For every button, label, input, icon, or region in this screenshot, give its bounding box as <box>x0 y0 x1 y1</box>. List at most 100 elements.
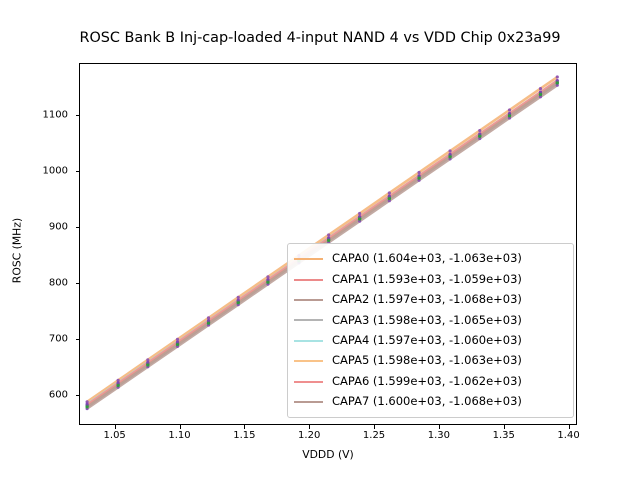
data-point-marker <box>85 400 89 404</box>
data-point-marker <box>236 298 240 303</box>
data-point-marker <box>507 108 512 112</box>
data-point-marker <box>538 95 543 99</box>
data-point-marker <box>387 196 391 201</box>
y-tick-mark <box>75 115 79 117</box>
data-point-marker <box>478 128 482 133</box>
data-point-marker <box>146 363 150 367</box>
data-point-marker <box>387 191 391 195</box>
legend-item-capa4[interactable]: CAPA4 (1.597e+03, -1.060e+03) <box>294 331 565 351</box>
data-point-marker <box>236 301 240 305</box>
data-point-marker <box>417 174 421 178</box>
data-point-marker <box>555 78 559 83</box>
data-point-marker <box>146 358 150 362</box>
data-point-marker <box>555 75 559 79</box>
data-point-marker <box>417 170 421 175</box>
data-point-marker <box>538 87 543 91</box>
data-point-marker <box>85 405 89 409</box>
y-tick-label: 700 <box>48 333 68 345</box>
x-tick-label: 1.35 <box>492 430 515 441</box>
x-tick-mark <box>179 425 181 429</box>
y-tick-mark <box>75 338 79 340</box>
legend-item-capa5[interactable]: CAPA5 (1.598e+03, -1.063e+03) <box>294 351 565 371</box>
y-tick-label: 800 <box>48 277 68 289</box>
legend-item-capa1[interactable]: CAPA1 (1.593e+03, -1.059e+03) <box>294 269 565 289</box>
x-axis-label: VDDD (V) <box>302 448 354 461</box>
legend-item-label: CAPA2 (1.597e+03, -1.068e+03) <box>332 292 522 307</box>
legend-color-swatch <box>294 298 323 301</box>
data-point-marker <box>175 337 180 341</box>
plot-area <box>79 63 577 425</box>
data-point-marker <box>236 295 240 299</box>
legend: CAPA0 (1.604e+03, -1.063e+03) CAPA1 (1.59… <box>287 243 574 418</box>
data-point-marker <box>387 194 391 198</box>
data-point-marker <box>507 116 512 120</box>
legend-item-label: CAPA4 (1.597e+03, -1.060e+03) <box>332 333 522 347</box>
legend-item-label: CAPA1 (1.593e+03, -1.059e+03) <box>332 271 522 286</box>
data-point-marker <box>555 83 559 87</box>
x-tick-label: 1.10 <box>168 430 191 441</box>
x-tick-mark <box>114 425 116 429</box>
legend-color-swatch <box>294 380 323 383</box>
x-tick-label: 1.20 <box>298 430 321 441</box>
legend-item-label: CAPA5 (1.598e+03, -1.063e+03) <box>332 353 522 368</box>
data-point-marker <box>116 383 120 388</box>
x-tick-label: 1.25 <box>362 430 386 441</box>
data-point-marker <box>85 403 89 407</box>
legend-item-label: CAPA3 (1.598e+03, -1.065e+03) <box>332 312 522 327</box>
legend-item-label: CAPA0 (1.604e+03, -1.063e+03) <box>332 251 522 266</box>
data-point-marker <box>206 319 211 323</box>
x-tick-mark <box>244 425 246 429</box>
y-tick-label: 1100 <box>42 109 68 121</box>
data-point-marker <box>555 81 559 85</box>
legend-item-capa7[interactable]: CAPA7 (1.600e+03, -1.068e+03) <box>294 392 565 412</box>
legend-color-swatch <box>294 258 323 261</box>
y-tick-label: 600 <box>48 389 68 401</box>
data-point-marker <box>358 215 362 219</box>
y-tick-label: 900 <box>48 221 68 233</box>
x-tick-mark <box>503 425 505 429</box>
legend-item-capa0[interactable]: CAPA0 (1.604e+03, -1.063e+03) <box>294 249 565 269</box>
data-point-marker <box>327 238 331 242</box>
y-tick-mark <box>75 282 79 284</box>
data-point-marker <box>206 316 211 320</box>
legend-item-capa2[interactable]: CAPA2 (1.597e+03, -1.068e+03) <box>294 290 565 310</box>
data-point-marker <box>448 149 452 153</box>
legend-item-capa6[interactable]: CAPA6 (1.599e+03, -1.062e+03) <box>294 371 565 391</box>
data-point-marker <box>448 155 452 159</box>
legend-item-capa3[interactable]: CAPA3 (1.598e+03, -1.065e+03) <box>294 310 565 330</box>
data-point-marker <box>175 340 180 344</box>
data-point-marker <box>448 152 452 157</box>
data-point-marker <box>507 114 512 118</box>
data-point-marker <box>116 381 120 385</box>
data-point-marker <box>206 321 211 325</box>
data-point-marker <box>478 136 482 141</box>
data-point-marker <box>538 92 543 96</box>
data-point-marker <box>327 233 331 237</box>
legend-item-label: CAPA6 (1.599e+03, -1.062e+03) <box>332 373 522 388</box>
x-tick-label: 1.40 <box>557 430 580 441</box>
data-point-marker <box>358 211 362 216</box>
y-tick-mark <box>75 170 79 172</box>
data-point-marker <box>507 111 512 116</box>
data-point-marker <box>538 90 543 94</box>
data-point-marker <box>266 275 270 279</box>
x-tick-mark <box>568 425 570 429</box>
legend-color-swatch <box>294 339 323 342</box>
x-tick-label: 1.05 <box>103 430 126 441</box>
data-point-marker <box>417 176 421 180</box>
x-tick-mark <box>438 425 440 429</box>
data-point-marker <box>175 342 180 347</box>
x-tick-mark <box>309 425 311 429</box>
legend-color-swatch <box>294 400 323 403</box>
x-tick-label: 1.15 <box>233 430 256 441</box>
data-point-marker <box>116 378 120 382</box>
legend-color-swatch <box>294 360 323 363</box>
data-point-marker <box>358 217 362 221</box>
series-lines-svg <box>85 75 559 411</box>
chart-title: ROSC Bank B Inj-cap-loaded 4-input NAND … <box>79 30 561 46</box>
y-axis-label: ROSC (MHz) <box>10 217 24 284</box>
data-point-marker <box>327 236 331 240</box>
legend-color-swatch <box>294 278 323 281</box>
y-tick-label: 1000 <box>42 165 68 177</box>
x-tick-mark <box>374 425 376 429</box>
